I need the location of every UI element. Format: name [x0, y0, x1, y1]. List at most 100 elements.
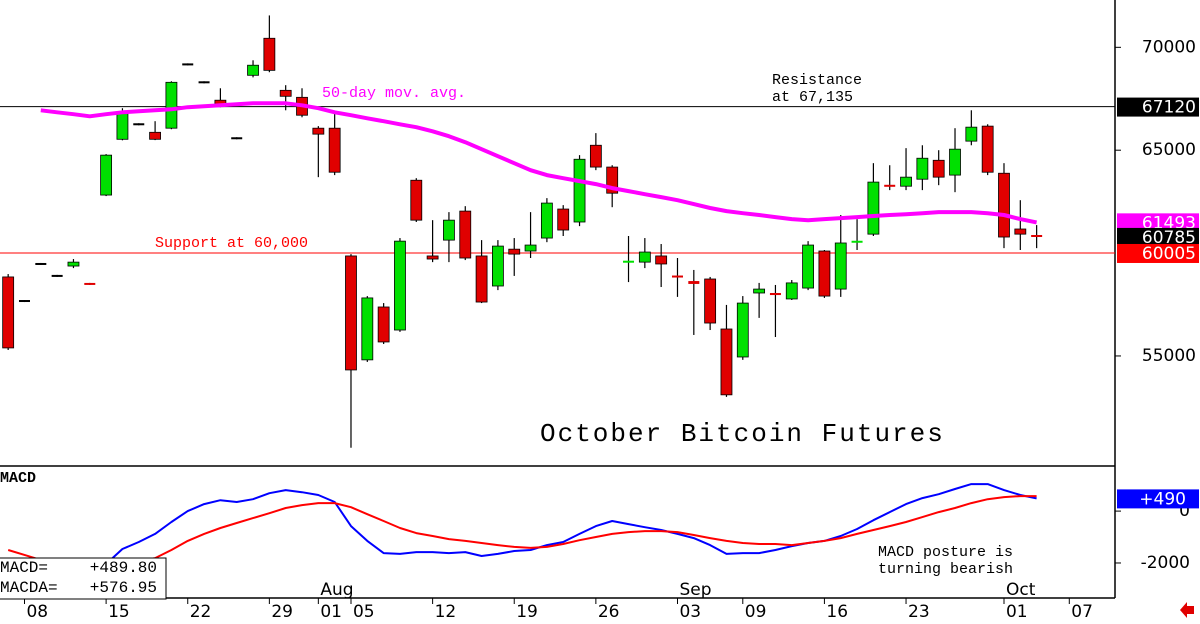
candle-body — [84, 282, 96, 285]
candle-body — [263, 37, 276, 71]
moving-average-annotation: 50-day mov. avg. — [322, 85, 466, 102]
candle-body — [100, 154, 113, 196]
candle-body — [623, 260, 635, 263]
candle-body — [818, 250, 831, 297]
candle-body — [377, 306, 390, 343]
candle-body — [1014, 228, 1027, 235]
candle-body — [35, 262, 47, 265]
scroll-arrow[interactable] — [1180, 602, 1194, 618]
month-label: Oct — [1006, 580, 1036, 600]
x-tick-label: 05 — [353, 602, 375, 622]
legend-value: +576.95 — [90, 579, 157, 597]
macd-annotation: MACD posture is — [878, 544, 1013, 561]
macd-box-label: +490 — [1139, 489, 1186, 509]
y-tick-label: -2000 — [1141, 553, 1190, 573]
support-annotation: Support at 60,000 — [155, 235, 308, 252]
x-tick-label: 03 — [679, 602, 701, 622]
x-tick-label: 12 — [435, 602, 457, 622]
candle-body — [736, 302, 749, 358]
candle-body — [2, 276, 15, 349]
candle-body — [443, 219, 455, 241]
candle-body — [688, 281, 700, 284]
candle-body — [475, 255, 488, 303]
x-tick-label: 01 — [1006, 602, 1028, 622]
candle-body — [589, 144, 602, 168]
candle-body — [149, 131, 161, 140]
y-tick-label: 65000 — [1142, 140, 1196, 160]
candle-body — [51, 274, 63, 277]
candle-body — [116, 112, 129, 140]
candle-body — [67, 261, 80, 267]
candle-body — [965, 126, 978, 142]
candle-body — [279, 89, 292, 97]
candle-body — [133, 123, 145, 126]
support-label: 60005 — [1142, 244, 1196, 264]
x-tick-label: 23 — [908, 602, 930, 622]
macd-line — [105, 483, 1037, 565]
candle-body — [540, 202, 553, 239]
candle-body — [900, 176, 912, 187]
candle-body — [361, 297, 374, 361]
x-tick-label: 08 — [26, 602, 48, 622]
candle-body — [410, 179, 423, 221]
candle-body — [769, 292, 781, 296]
candle-body — [508, 248, 521, 255]
x-tick-label: 22 — [190, 602, 212, 622]
x-tick-label: 26 — [598, 602, 620, 622]
resistance-annotation: Resistance — [772, 72, 862, 89]
month-label: Sep — [679, 580, 711, 600]
last-price-box — [1117, 227, 1199, 247]
candle-body — [492, 245, 504, 287]
candle-body — [312, 127, 325, 135]
x-tick-label: 16 — [826, 602, 848, 622]
candle-body — [394, 240, 406, 331]
y-tick-label: 0 — [1179, 501, 1190, 521]
candle-body — [345, 255, 357, 371]
macd-annotation: turning bearish — [878, 561, 1013, 578]
candle-body — [573, 158, 586, 223]
candle-body — [785, 282, 798, 300]
candle-body — [198, 81, 210, 84]
candle-body — [459, 210, 472, 259]
resistance-label: 67120 — [1142, 98, 1196, 118]
candle-body — [606, 166, 619, 194]
x-tick-label: 01 — [320, 602, 342, 622]
moving-average-line — [40, 101, 1037, 225]
x-tick-label: 15 — [108, 602, 130, 622]
candle-body — [671, 275, 683, 278]
x-tick-label: 29 — [271, 602, 293, 622]
resistance-box — [1117, 97, 1199, 117]
candle-body — [1031, 234, 1043, 237]
x-tick-label: 07 — [1071, 602, 1093, 622]
last-price-label: 60785 — [1142, 228, 1196, 248]
legend-box — [0, 557, 167, 600]
candle-body — [231, 137, 243, 140]
candle-body — [916, 157, 929, 180]
x-tick-label: 19 — [516, 602, 538, 622]
candle-body — [932, 159, 945, 178]
y-tick-label: 70000 — [1142, 37, 1196, 57]
candle-body — [704, 278, 717, 324]
x-tick-label: 09 — [745, 602, 767, 622]
macd-title: MACD — [0, 470, 36, 487]
candle-body — [867, 181, 880, 235]
resistance-annotation: at 67,135 — [772, 89, 853, 106]
legend-value: +489.80 — [90, 559, 157, 577]
macd-box — [1117, 489, 1199, 509]
candle-body — [834, 242, 847, 290]
candle-body — [557, 208, 570, 231]
candle-body — [165, 81, 178, 129]
candle-body — [182, 63, 194, 66]
candle-body — [949, 148, 961, 176]
candle-body — [426, 255, 439, 260]
moving-average-box — [1117, 213, 1199, 233]
month-label: Aug — [320, 580, 353, 600]
support-box — [1117, 243, 1199, 263]
candle-body — [18, 300, 30, 303]
legend-name: MACD= — [0, 559, 48, 577]
candle-body — [884, 184, 896, 187]
y-tick-label: 55000 — [1142, 346, 1196, 366]
chart-title: October Bitcoin Futures — [540, 419, 945, 449]
